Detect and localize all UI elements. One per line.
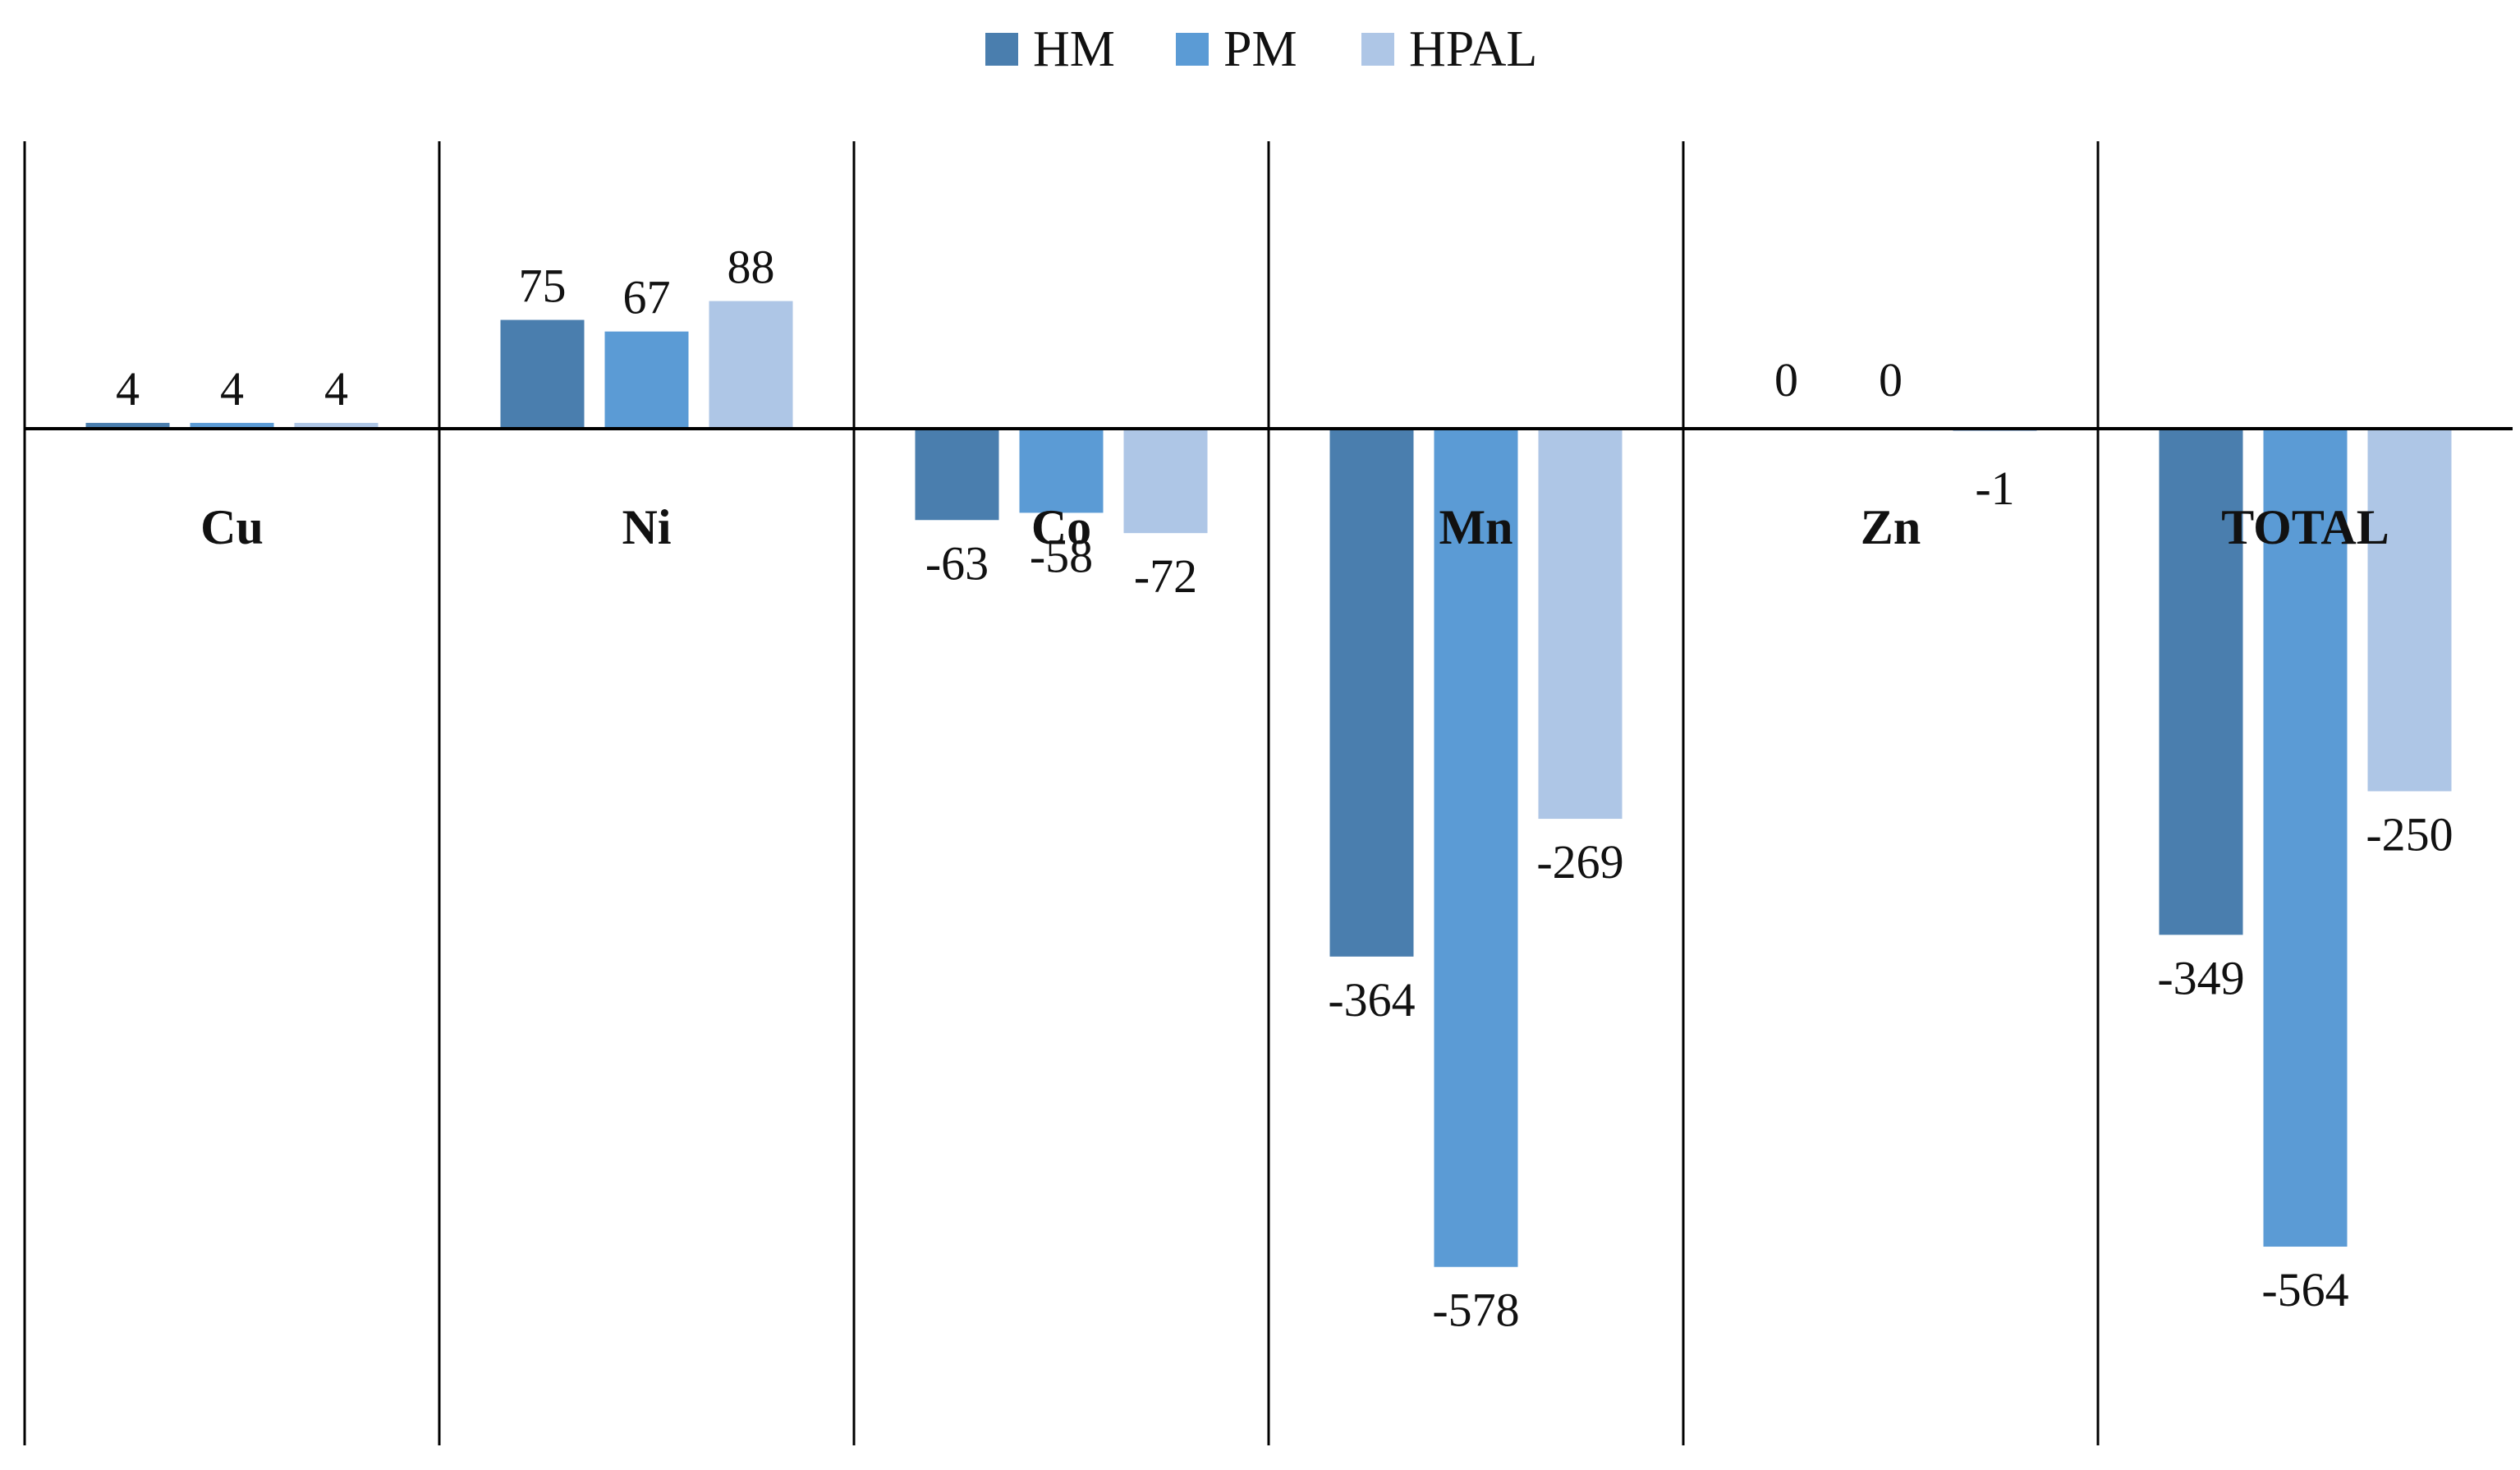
bars <box>85 301 2452 1267</box>
category-labels: Cu Ni Co Mn Zn TOTAL <box>200 500 2389 554</box>
data-labels: 4 4 4 75 67 88 -63 -58 -72 -364 -578 -269 0 0 -1 -349 -5… <box>116 241 2453 1337</box>
data-label-hm-mn: -364 <box>1328 973 1415 1027</box>
data-label-hpal-ni: 88 <box>728 241 775 294</box>
bar-hpal-total <box>2367 429 2452 792</box>
legend-swatch-pm <box>1176 33 1209 66</box>
bar-pm-ni <box>604 331 689 429</box>
data-label-pm-cu: 4 <box>220 362 244 416</box>
data-label-pm-total: -564 <box>2261 1263 2348 1316</box>
category-label-total: TOTAL <box>2221 500 2389 554</box>
data-label-pm-zn: 0 <box>1879 353 1903 407</box>
category-label-mn: Mn <box>1439 500 1513 554</box>
data-label-hm-cu: 4 <box>116 362 140 416</box>
data-label-hpal-mn: -269 <box>1536 835 1623 889</box>
bar-hm-cu <box>85 422 170 429</box>
data-label-hpal-zn: -1 <box>1975 462 2014 515</box>
bar-hpal-ni <box>709 301 793 429</box>
data-label-pm-mn: -578 <box>1432 1284 1519 1337</box>
category-label-cu: Cu <box>200 500 264 554</box>
bar-hpal-cu <box>294 422 379 429</box>
data-label-hm-co: -63 <box>925 536 989 590</box>
legend-label-pm: PM <box>1223 21 1297 77</box>
legend-label-hm: HM <box>1033 21 1115 77</box>
category-label-zn: Zn <box>1861 500 1921 554</box>
data-label-hm-total: -349 <box>2157 951 2244 1004</box>
category-label-co: Co <box>1031 500 1091 554</box>
bar-hm-mn <box>1329 429 1414 957</box>
legend-swatch-hm <box>985 33 1018 66</box>
data-label-pm-ni: 67 <box>623 271 671 324</box>
data-label-pm-co: -58 <box>1030 529 1093 582</box>
bar-hm-ni <box>500 319 585 429</box>
data-label-hpal-cu: 4 <box>324 362 348 416</box>
data-label-hpal-total: -250 <box>2366 808 2453 861</box>
bar-hm-total <box>2159 429 2243 935</box>
bar-pm-total <box>2263 429 2348 1247</box>
category-label-ni: Ni <box>622 500 672 554</box>
data-label-hpal-co: -72 <box>1134 549 1197 603</box>
bar-pm-mn <box>1434 429 1518 1267</box>
category-separators <box>23 141 2100 1445</box>
bar-pm-cu <box>190 422 274 429</box>
bar-hpal-co <box>1123 429 1208 534</box>
data-label-hm-zn: 0 <box>1774 353 1798 407</box>
data-label-hm-ni: 75 <box>519 260 567 313</box>
bar-hpal-mn <box>1538 429 1623 820</box>
bar-hm-co <box>915 429 999 521</box>
bar-pm-co <box>1019 429 1104 513</box>
legend: HM PM HPAL <box>985 21 1537 77</box>
legend-swatch-hpal <box>1361 33 1394 66</box>
legend-label-hpal: HPAL <box>1409 21 1537 77</box>
